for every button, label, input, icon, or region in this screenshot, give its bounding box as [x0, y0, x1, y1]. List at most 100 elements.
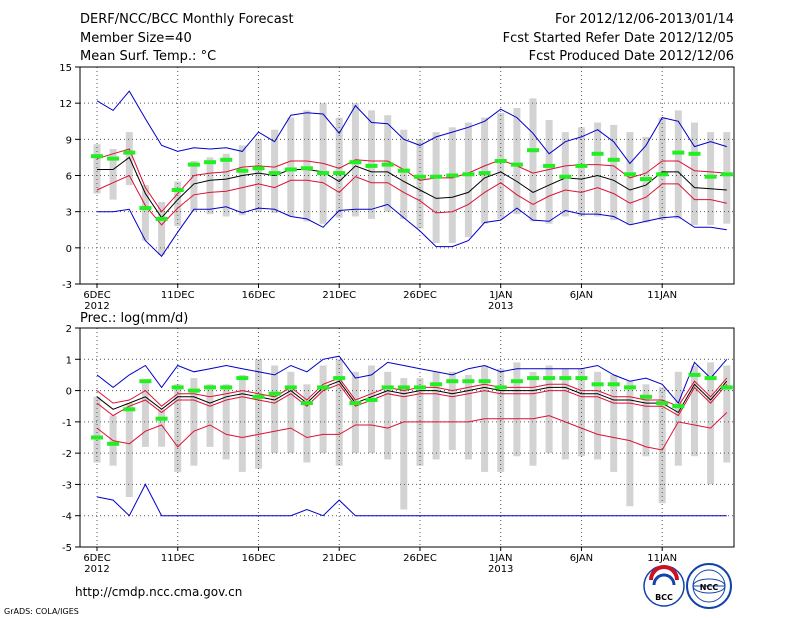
- ensemble-box: [658, 387, 666, 504]
- ensemble-box: [464, 374, 472, 460]
- series-line-q-lower: [96, 383, 728, 417]
- ensemble-box: [626, 132, 634, 225]
- y-tick-label: 6: [66, 172, 72, 183]
- observed-marker: [656, 172, 669, 177]
- series-line-min: [97, 203, 727, 258]
- observed-marker: [91, 154, 103, 159]
- observed-marker: [204, 160, 216, 165]
- series-line-max: [96, 90, 727, 165]
- y-tick-label: 15: [59, 63, 72, 74]
- observed-marker: [494, 159, 507, 163]
- observed-marker: [300, 166, 313, 171]
- series-line-q-upper: [96, 148, 727, 213]
- ensemble-box: [594, 122, 602, 217]
- observed-marker: [462, 379, 475, 384]
- observed-marker: [543, 163, 556, 168]
- observed-marker: [381, 162, 394, 167]
- observed-marker: [317, 171, 330, 176]
- forecast-period: For 2012/12/06-2013/01/14: [555, 12, 734, 27]
- series-line-median: [97, 156, 727, 219]
- bcc-logo: BCC: [643, 565, 685, 607]
- ensemble-box: [594, 371, 602, 460]
- ensemble-box: [271, 365, 279, 454]
- ensemble-box: [691, 365, 698, 457]
- observed-marker: [236, 168, 249, 173]
- ensemble-box: [723, 365, 731, 463]
- observed-marker: [414, 174, 426, 179]
- observed-marker: [575, 163, 588, 168]
- observed-marker: [317, 385, 330, 390]
- observed-marker: [268, 391, 281, 396]
- observed-marker: [139, 379, 152, 384]
- y-tick-label: -2: [62, 449, 72, 460]
- observed-marker: [527, 148, 539, 153]
- footer-url[interactable]: http://cmdp.ncc.cma.gov.cn: [75, 585, 242, 599]
- observed-marker: [252, 166, 265, 171]
- ensemble-box: [481, 117, 489, 224]
- observed-marker: [187, 162, 200, 167]
- ensemble-box: [658, 117, 666, 221]
- observed-marker: [430, 174, 443, 179]
- ensemble-box: [545, 365, 553, 454]
- plot-frame: [79, 66, 735, 285]
- observed-marker: [397, 385, 410, 390]
- x-tick-year: 2013: [488, 301, 513, 312]
- ensemble-box: [93, 144, 101, 194]
- observed-marker: [462, 172, 475, 177]
- observed-marker: [510, 379, 523, 384]
- ensemble-box: [141, 185, 149, 241]
- ensemble-box: [287, 117, 295, 217]
- y-tick-label: 9: [66, 135, 72, 146]
- ensemble-box: [545, 120, 553, 224]
- ensemble-box: [707, 362, 715, 485]
- produced-date: Fcst Produced Date 2012/12/06: [529, 49, 734, 64]
- observed-marker: [672, 404, 685, 409]
- ensemble-box: [513, 108, 521, 215]
- observed-marker: [575, 376, 588, 381]
- x-tick-label: 26DEC: [403, 553, 437, 564]
- observed-marker: [543, 376, 556, 381]
- observed-marker: [591, 382, 604, 387]
- ensemble-box: [158, 202, 166, 255]
- x-tick-label: 11DEC: [161, 290, 195, 301]
- ensemble-box: [141, 381, 149, 447]
- observed-marker: [155, 416, 168, 421]
- x-tick-label: 1JAN: [489, 290, 512, 301]
- observed-marker: [704, 376, 717, 381]
- ensemble-box: [464, 122, 472, 237]
- series-line-q-upper: [96, 377, 728, 407]
- observed-marker: [381, 385, 394, 390]
- x-tick-label: 16DEC: [242, 290, 276, 301]
- observed-marker: [333, 171, 346, 176]
- ensemble-box: [400, 378, 408, 510]
- observed-marker: [333, 376, 346, 381]
- observed-marker: [284, 167, 297, 172]
- observed-marker: [268, 171, 281, 176]
- observed-marker: [720, 172, 733, 177]
- y-tick-label: 12: [59, 99, 72, 110]
- ensemble-box: [561, 368, 569, 460]
- figure-title: DERF/NCC/BCC Monthly Forecast: [80, 12, 294, 27]
- observed-marker: [494, 385, 507, 390]
- grads-credit: GrADS: COLA/IGES: [4, 607, 79, 616]
- observed-marker: [123, 150, 136, 155]
- observed-marker: [527, 376, 539, 381]
- observed-marker: [123, 407, 136, 412]
- ensemble-box: [158, 409, 166, 447]
- observed-marker: [688, 151, 701, 156]
- x-tick-label: 6DEC: [83, 290, 110, 301]
- observed-marker: [623, 385, 636, 390]
- y-tick-label: 3: [66, 208, 72, 219]
- ensemble-box: [238, 145, 246, 216]
- start-date: Fcst Started Refer Date 2012/12/05: [503, 31, 734, 46]
- series-line-p10: [96, 412, 728, 451]
- ensemble-box: [674, 371, 682, 466]
- x-tick-label: 1JAN: [489, 553, 512, 564]
- x-tick-label: 11JAN: [647, 290, 677, 301]
- ensemble-box: [238, 374, 246, 472]
- observed-marker: [607, 157, 620, 162]
- observed-marker: [236, 376, 249, 381]
- ensemble-box: [206, 157, 214, 215]
- x-tick-year: 2013: [488, 564, 513, 575]
